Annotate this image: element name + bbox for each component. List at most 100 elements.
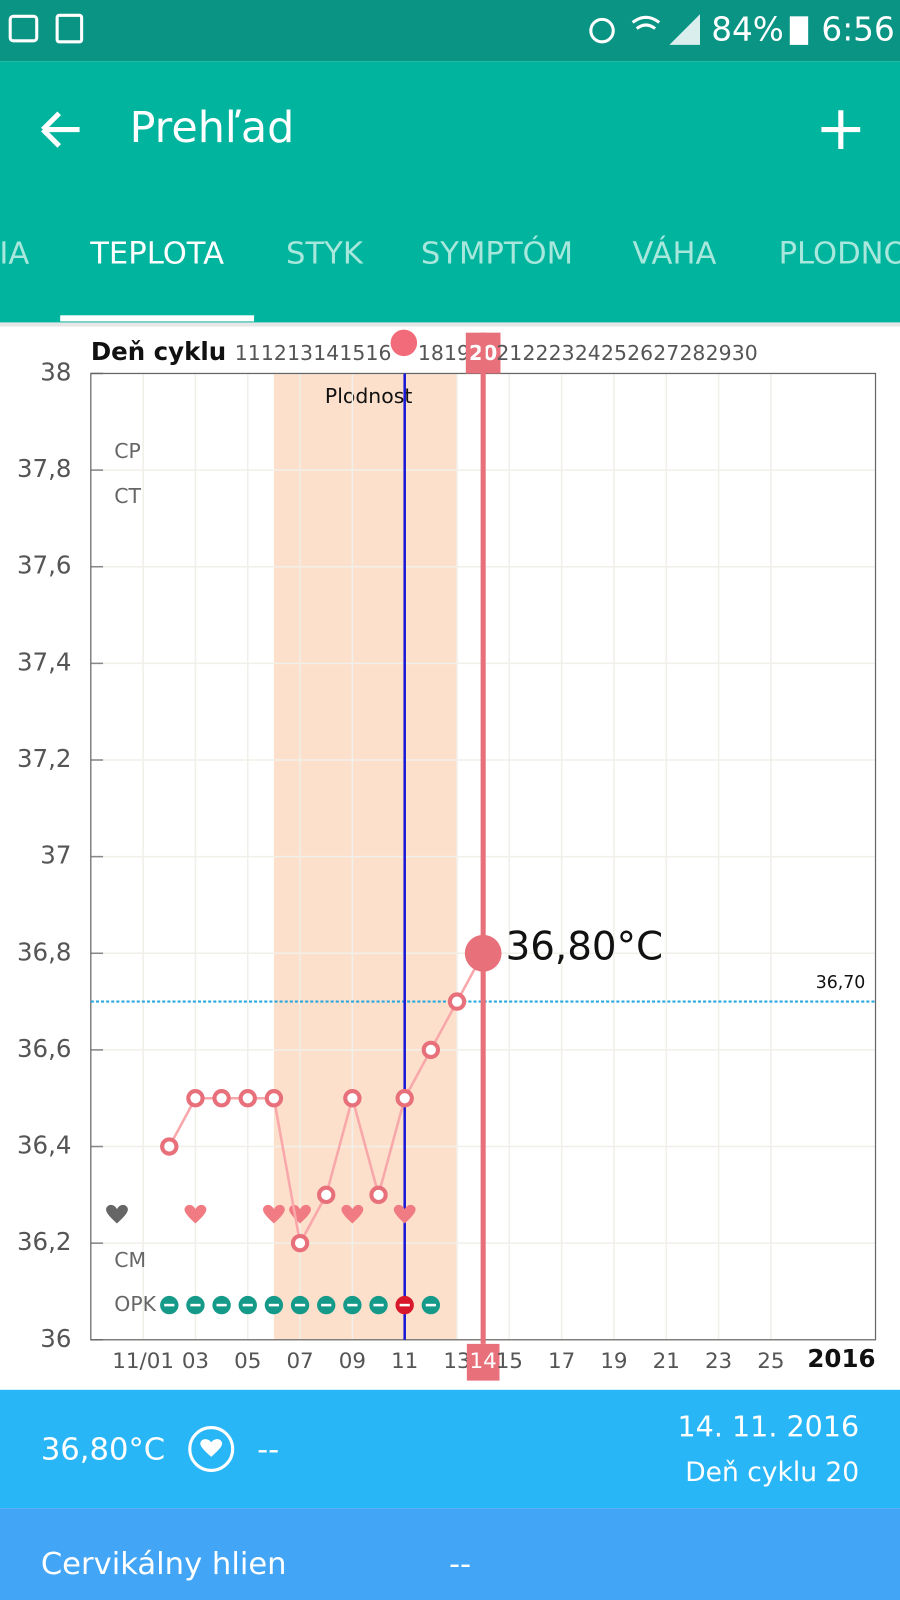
mucus-label: Cervikálny hlien (41, 1547, 287, 1582)
cycle-day: 29 (706, 341, 732, 365)
tab[interactable]: SYMPTÓM (421, 235, 573, 272)
today-dot (390, 329, 418, 357)
y-tick-label: 38 (40, 357, 71, 386)
temperature-chart: Deň cyklu Plodnost 36 36,2 36,4 36,6 36,8 37 37… (17, 329, 877, 1381)
app-title: Prehľad (130, 103, 295, 153)
y-tick-label: 36,6 (17, 1034, 71, 1063)
tab[interactable]: PLODNO (779, 237, 900, 272)
opk-marker (290, 1295, 310, 1315)
y-tick-label: 36,4 (17, 1131, 71, 1160)
heart-icon (200, 1439, 223, 1457)
opk-marker (186, 1295, 205, 1315)
x-tick-label: 14 (470, 1349, 497, 1374)
x-tick-label: 07 (286, 1349, 313, 1374)
tab[interactable]: VÁHA (633, 236, 717, 272)
tab-bar: IA TEPLOTA STYK SYMPTÓM VÁHA PLODNO (0, 235, 900, 322)
back-button[interactable] (41, 111, 80, 148)
tab-shadow (0, 322, 900, 327)
intercourse-heart (393, 1204, 416, 1224)
temperature-point (317, 1185, 336, 1205)
y-tick-label: 37 (40, 841, 71, 870)
temperature-point (421, 1040, 441, 1060)
fertile-label: Plodnost (325, 384, 412, 408)
opk-marker (369, 1295, 388, 1315)
cycle-day: 11 (235, 341, 261, 365)
legend-heart (106, 1204, 128, 1224)
temperature-point (264, 1089, 284, 1108)
x-tick-label: 25 (757, 1349, 784, 1374)
y-tick-label: 36,2 (17, 1227, 71, 1256)
x-tick-label: 09 (339, 1349, 366, 1374)
cycle-day: 22 (522, 341, 548, 365)
cycle-day: 16 (366, 341, 392, 365)
cycle-day: 23 (549, 341, 575, 365)
x-tick-label: 19 (600, 1349, 627, 1374)
row-label: CT (114, 484, 141, 508)
summary-intercourse: -- (257, 1433, 279, 1468)
clock: 6:56 (821, 11, 894, 49)
cycle-day: 18 (418, 341, 444, 365)
wifi-icon (631, 15, 661, 30)
opk-marker (395, 1295, 414, 1315)
mucus-row[interactable] (0, 1508, 900, 1600)
cycle-day: 13 (287, 341, 313, 365)
temperature-point (369, 1185, 388, 1205)
row-label: CP (114, 439, 141, 463)
selected-point (464, 934, 502, 972)
cycle-day-label: Deň cyklu (91, 337, 226, 366)
y-tick-label: 36 (40, 1324, 71, 1353)
row-label: OPK (114, 1292, 156, 1316)
temperature-point (343, 1089, 362, 1108)
year-label: 2016 (807, 1344, 875, 1373)
day-summary (0, 1389, 900, 1509)
temperature-point (238, 1089, 257, 1108)
x-tick-label: 03 (182, 1349, 209, 1374)
x-tick-label: 21 (653, 1349, 680, 1374)
battery-icon (789, 16, 809, 45)
x-tick-label: 13 (443, 1349, 470, 1374)
add-button[interactable] (821, 110, 861, 149)
signal-icon (669, 14, 700, 45)
cycle-day: 14 (313, 341, 339, 365)
cycle-day: 25 (601, 341, 627, 365)
summary-date: 14. 11. 2016 (677, 1410, 859, 1444)
x-tick-label: 15 (496, 1349, 523, 1374)
x-tick-label: 17 (548, 1349, 575, 1374)
coverline-label: 36,70 (816, 973, 866, 993)
cycle-day: 24 (575, 341, 601, 365)
cycle-day: 21 (496, 341, 522, 365)
summary-temperature: 36,80°C (41, 1433, 165, 1468)
y-tick-label: 37,6 (17, 551, 71, 580)
temperature-point (160, 1137, 179, 1156)
tab[interactable]: IA (0, 237, 29, 272)
x-tick-label: 05 (234, 1349, 261, 1374)
y-tick-label: 36,8 (17, 937, 71, 966)
tab[interactable]: TEPLOTA (89, 237, 224, 272)
gallery-icon (55, 13, 84, 44)
y-tick-label: 37,2 (17, 744, 71, 773)
intercourse-heart (262, 1204, 285, 1224)
temperature-point (447, 992, 467, 1011)
cycle-day: 15 (339, 341, 365, 365)
row-label: CM (114, 1248, 146, 1272)
mucus-value: -- (449, 1547, 471, 1582)
cycle-day: 19 (444, 341, 470, 365)
temperature-point (290, 1233, 310, 1253)
opk-marker (264, 1295, 284, 1315)
intercourse-heart (341, 1204, 364, 1224)
status-bar (0, 0, 900, 62)
y-tick-label: 37,4 (17, 647, 71, 676)
opk-marker (238, 1295, 257, 1315)
tab[interactable]: STYK (286, 237, 364, 272)
intercourse-heart (184, 1204, 207, 1224)
active-tab-indicator (60, 315, 255, 322)
opk-marker (343, 1295, 362, 1315)
notification-icon (8, 14, 39, 43)
selected-value-label: 36,80°C (506, 925, 663, 970)
x-tick-label: 11 (391, 1349, 418, 1374)
battery-percent: 84% (711, 11, 784, 49)
summary-cycle-day: Deň cyklu 20 (685, 1457, 859, 1488)
cycle-day: 30 (732, 341, 758, 365)
opk-marker (421, 1295, 441, 1315)
